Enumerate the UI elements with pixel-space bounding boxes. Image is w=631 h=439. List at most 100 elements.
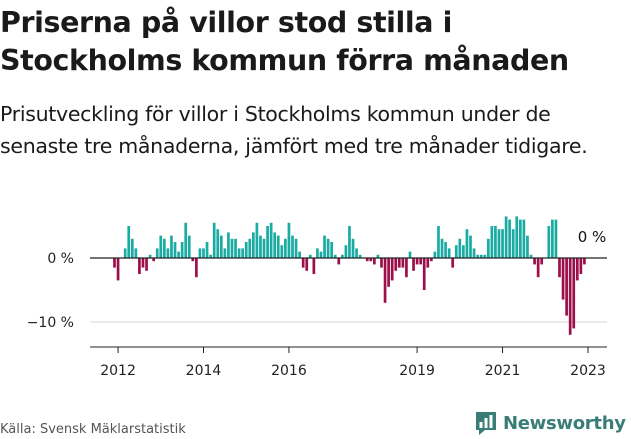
bar — [408, 251, 412, 258]
bar — [494, 226, 497, 258]
bar — [365, 258, 369, 262]
bar — [219, 235, 223, 258]
bar — [244, 242, 248, 258]
bar — [337, 258, 341, 265]
bar — [177, 251, 180, 258]
bar — [319, 251, 323, 258]
bar — [458, 238, 462, 258]
y-tick-label: 0 % — [47, 251, 74, 267]
bar — [476, 254, 479, 258]
bar — [166, 248, 170, 258]
bar — [301, 258, 305, 268]
bar — [451, 258, 455, 268]
bar — [583, 258, 586, 265]
bar — [568, 258, 572, 335]
bar — [469, 235, 472, 258]
bar — [134, 248, 138, 258]
bar — [333, 254, 337, 258]
bar — [152, 258, 156, 262]
bar — [184, 222, 188, 258]
bar — [212, 222, 216, 258]
bar — [248, 238, 252, 258]
bar — [454, 245, 458, 258]
brand-name: Newsworthy — [503, 412, 626, 434]
bar — [394, 258, 398, 271]
bar — [323, 235, 326, 258]
bar — [426, 258, 430, 268]
bar — [369, 258, 373, 262]
bar — [390, 258, 394, 281]
bar — [123, 248, 127, 258]
bar — [526, 235, 529, 258]
brand-logo: Newsworthy — [474, 408, 626, 438]
y-tick-label: −10 % — [27, 315, 74, 331]
bar — [273, 232, 277, 258]
bar — [259, 235, 262, 258]
bars — [113, 216, 586, 335]
bar — [483, 254, 487, 258]
bar — [486, 238, 490, 258]
bar — [205, 242, 209, 258]
x-tick-label: 2021 — [485, 363, 521, 379]
bar — [241, 248, 245, 258]
bar — [284, 238, 287, 258]
x-tick-label: 2016 — [271, 363, 307, 379]
bar — [397, 258, 401, 268]
bar — [280, 245, 284, 258]
bar — [536, 258, 540, 278]
bar — [269, 222, 273, 258]
bar — [565, 258, 568, 316]
bar — [554, 219, 558, 258]
bar — [373, 258, 376, 265]
x-tick-label: 2023 — [570, 363, 606, 379]
bar — [579, 258, 583, 274]
bar — [159, 235, 163, 258]
bar — [422, 258, 426, 290]
bar — [209, 254, 212, 258]
bar — [223, 248, 227, 258]
bar — [551, 219, 554, 258]
bar — [237, 248, 241, 258]
bar — [227, 232, 230, 258]
bar — [170, 235, 173, 258]
bar — [216, 229, 220, 258]
bar — [447, 248, 451, 258]
bar-chart: 0 % −10 % 2012 2014 2016 2019 2021 2023 0 % — [27, 216, 607, 379]
bar — [266, 226, 269, 258]
bar — [202, 248, 205, 258]
bar — [287, 222, 291, 258]
chart-title: Priserna på villor stod stilla i Stockho… — [0, 6, 569, 77]
bar — [348, 226, 351, 258]
end-value-label: 0 % — [578, 228, 607, 246]
bar — [198, 248, 202, 258]
bar — [383, 258, 387, 303]
bar — [130, 238, 134, 258]
bar — [162, 238, 166, 258]
bar — [444, 242, 447, 258]
bar — [415, 258, 419, 265]
bar — [251, 232, 255, 258]
bar — [508, 219, 512, 258]
bar — [344, 245, 348, 258]
axes: 0 % −10 % 2012 2014 2016 2019 2021 2023 0 % — [27, 228, 607, 379]
bar — [465, 229, 469, 258]
bar — [191, 258, 195, 262]
bar — [255, 222, 259, 258]
bar — [145, 258, 148, 271]
bar — [234, 238, 237, 258]
bar — [116, 258, 120, 281]
x-tick-label: 2014 — [186, 363, 222, 379]
chart-subtitle: Prisutveckling för villor i Stockholms k… — [0, 102, 588, 158]
bar — [575, 258, 579, 281]
bar — [405, 258, 408, 278]
bar — [437, 226, 440, 258]
bar — [358, 254, 362, 258]
bar — [141, 258, 145, 268]
bar — [376, 254, 380, 258]
bar — [316, 248, 319, 258]
bar — [340, 254, 344, 258]
bar — [511, 229, 515, 258]
bar — [558, 258, 561, 278]
bar — [195, 258, 198, 278]
bar — [312, 258, 316, 274]
